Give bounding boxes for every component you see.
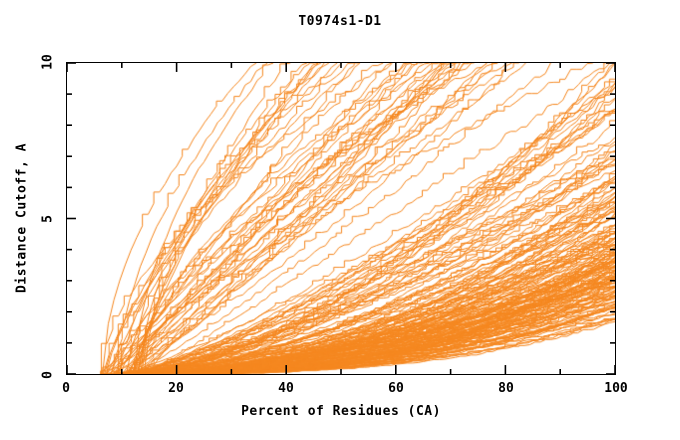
y-axis-label: Distance Cutoff, A bbox=[14, 143, 30, 293]
x-tick-label-0: 0 bbox=[62, 381, 70, 396]
y-tick-label-10: 10 bbox=[40, 54, 56, 70]
plot-curves-canvas bbox=[67, 63, 615, 374]
y-tick-label-5: 5 bbox=[40, 214, 56, 223]
x-tick-label-100: 100 bbox=[604, 381, 628, 396]
x-tick-label-40: 40 bbox=[278, 381, 294, 396]
x-axis-label: Percent of Residues (CA) bbox=[241, 404, 441, 419]
y-tick-label-0: 0 bbox=[40, 371, 56, 379]
x-tick-label-20: 20 bbox=[168, 381, 184, 396]
page-title: T0974s1-D1 bbox=[298, 14, 382, 29]
plot-area bbox=[66, 62, 616, 375]
x-tick-label-60: 60 bbox=[388, 381, 404, 396]
x-tick-label-80: 80 bbox=[498, 381, 514, 396]
